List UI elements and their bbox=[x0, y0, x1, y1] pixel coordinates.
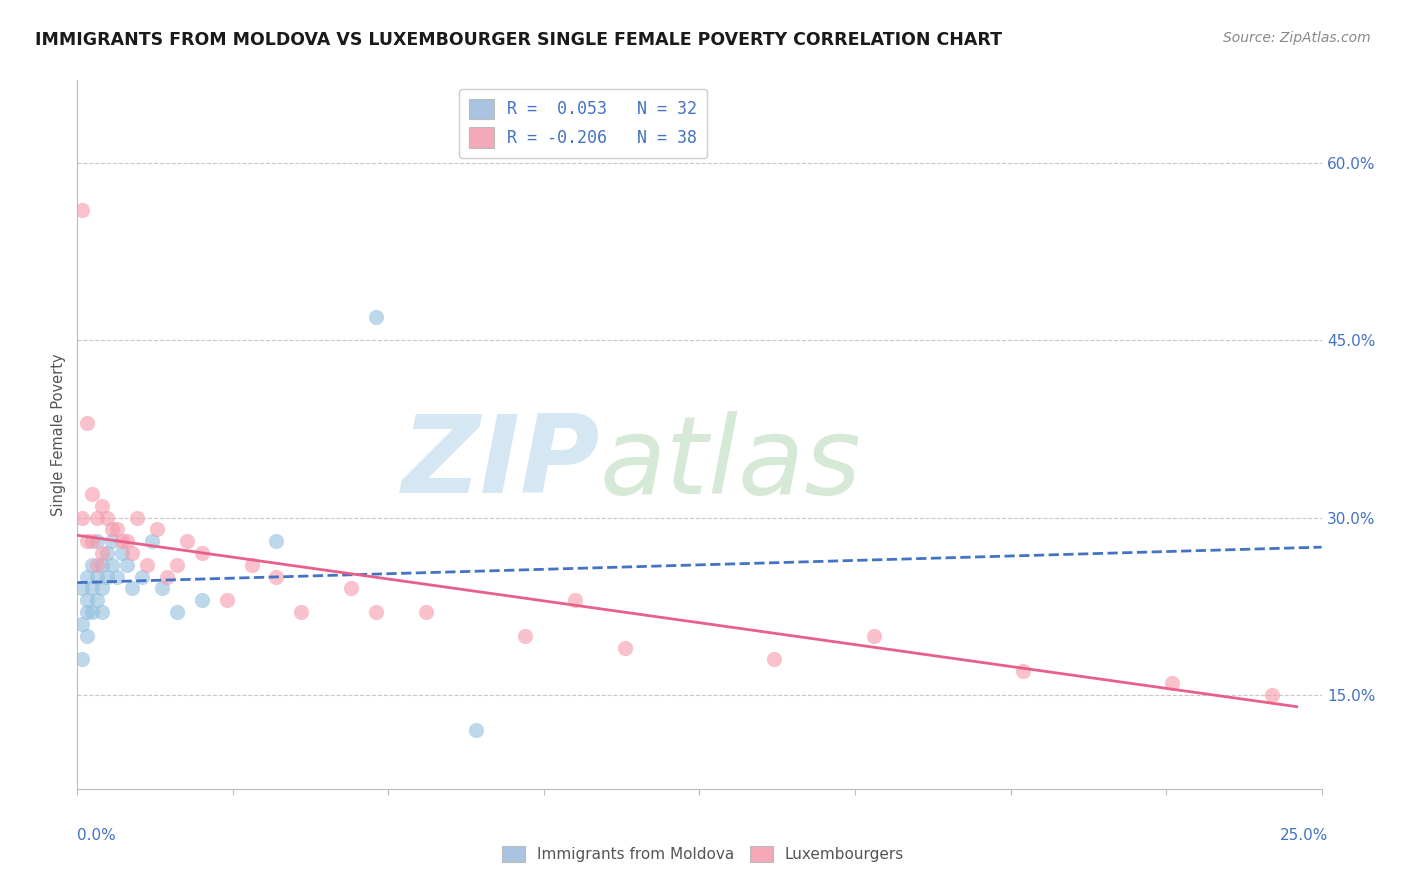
Point bbox=[266, 534, 288, 549]
Point bbox=[121, 582, 143, 596]
Text: 0.0%: 0.0% bbox=[77, 829, 117, 843]
Point bbox=[564, 593, 586, 607]
Point bbox=[340, 582, 363, 596]
Point bbox=[115, 534, 138, 549]
Point bbox=[1161, 676, 1184, 690]
Point bbox=[86, 534, 108, 549]
Point bbox=[82, 534, 104, 549]
Point bbox=[72, 582, 94, 596]
Point bbox=[101, 534, 124, 549]
Point bbox=[136, 558, 159, 572]
Point bbox=[166, 558, 188, 572]
Point bbox=[91, 582, 114, 596]
Legend: R =  0.053   N = 32, R = -0.206   N = 38: R = 0.053 N = 32, R = -0.206 N = 38 bbox=[458, 88, 707, 158]
Point bbox=[96, 510, 118, 524]
Point bbox=[290, 605, 312, 619]
Point bbox=[82, 558, 104, 572]
Point bbox=[515, 629, 537, 643]
Point bbox=[862, 629, 884, 643]
Point bbox=[76, 593, 98, 607]
Text: atlas: atlas bbox=[600, 410, 862, 516]
Point bbox=[76, 605, 98, 619]
Point bbox=[86, 510, 108, 524]
Y-axis label: Single Female Poverty: Single Female Poverty bbox=[51, 353, 66, 516]
Point bbox=[166, 605, 188, 619]
Text: 25.0%: 25.0% bbox=[1281, 829, 1329, 843]
Point bbox=[86, 570, 108, 584]
Point bbox=[266, 570, 288, 584]
Point bbox=[105, 523, 128, 537]
Point bbox=[101, 558, 124, 572]
Point bbox=[82, 582, 104, 596]
Point bbox=[72, 203, 94, 218]
Point bbox=[215, 593, 238, 607]
Point bbox=[76, 570, 98, 584]
Point bbox=[1261, 688, 1284, 702]
Point bbox=[156, 570, 179, 584]
Point bbox=[240, 558, 263, 572]
Point bbox=[364, 605, 387, 619]
Point bbox=[111, 534, 134, 549]
Point bbox=[763, 652, 786, 666]
Point bbox=[76, 534, 98, 549]
Text: IMMIGRANTS FROM MOLDOVA VS LUXEMBOURGER SINGLE FEMALE POVERTY CORRELATION CHART: IMMIGRANTS FROM MOLDOVA VS LUXEMBOURGER … bbox=[35, 31, 1002, 49]
Point bbox=[464, 723, 486, 738]
Point bbox=[76, 416, 98, 430]
Point bbox=[191, 593, 214, 607]
Point bbox=[82, 605, 104, 619]
Point bbox=[86, 593, 108, 607]
Point bbox=[72, 617, 94, 632]
Point bbox=[115, 558, 138, 572]
Point bbox=[1012, 664, 1035, 679]
Point bbox=[86, 558, 108, 572]
Point bbox=[613, 640, 636, 655]
Point bbox=[141, 534, 163, 549]
Point bbox=[72, 510, 94, 524]
Text: Source: ZipAtlas.com: Source: ZipAtlas.com bbox=[1223, 31, 1371, 45]
Point bbox=[91, 499, 114, 513]
Point bbox=[96, 570, 118, 584]
Point bbox=[121, 546, 143, 560]
Point bbox=[101, 523, 124, 537]
Point bbox=[91, 605, 114, 619]
Point bbox=[105, 570, 128, 584]
Point bbox=[111, 546, 134, 560]
Point bbox=[91, 558, 114, 572]
Point bbox=[176, 534, 198, 549]
Point bbox=[125, 510, 148, 524]
Point bbox=[91, 546, 114, 560]
Legend: Immigrants from Moldova, Luxembourgers: Immigrants from Moldova, Luxembourgers bbox=[496, 840, 910, 868]
Point bbox=[82, 487, 104, 501]
Point bbox=[150, 582, 173, 596]
Point bbox=[96, 546, 118, 560]
Point bbox=[131, 570, 153, 584]
Point bbox=[146, 523, 169, 537]
Point bbox=[364, 310, 387, 324]
Point bbox=[72, 652, 94, 666]
Point bbox=[76, 629, 98, 643]
Text: ZIP: ZIP bbox=[402, 410, 600, 516]
Point bbox=[191, 546, 214, 560]
Point bbox=[415, 605, 437, 619]
